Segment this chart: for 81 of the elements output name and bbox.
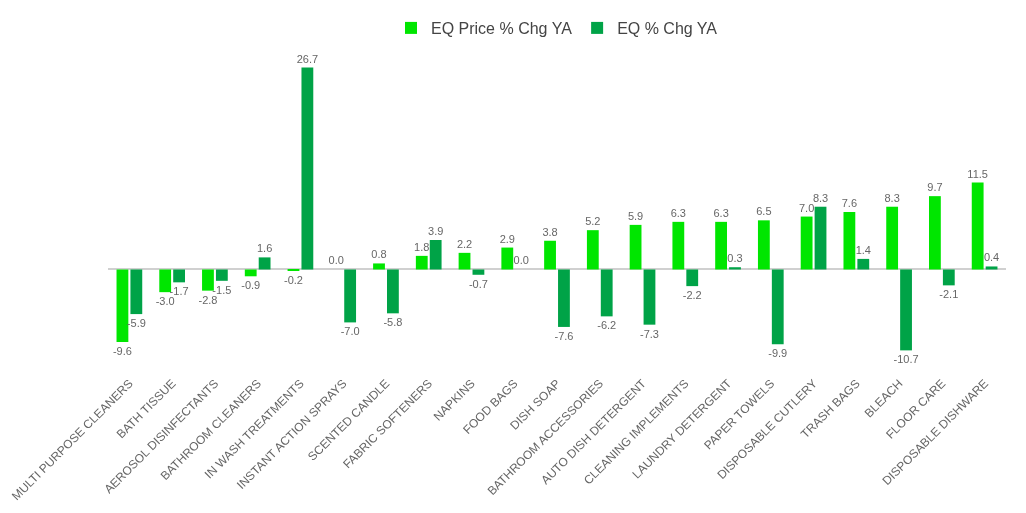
bar [843, 212, 856, 270]
data-label: -9.6 [112, 345, 132, 358]
bar [886, 206, 899, 270]
data-label: 1.6 [256, 242, 273, 255]
bar [900, 269, 912, 351]
data-label: -0.2 [284, 274, 303, 286]
data-label: -2.1 [939, 288, 959, 301]
bar [771, 269, 784, 345]
data-label: 2.9 [499, 232, 515, 245]
bar [130, 269, 143, 315]
data-label: 11.5 [967, 167, 988, 180]
bar [715, 221, 728, 270]
bar [244, 269, 257, 277]
data-label: -1.7 [169, 285, 189, 298]
bar [458, 252, 471, 270]
bar [501, 247, 514, 270]
bar [686, 269, 699, 287]
data-label: -0.7 [468, 277, 488, 290]
data-label: 3.8 [542, 225, 558, 238]
data-label: -5.8 [383, 316, 403, 329]
data-label: 0.3 [727, 252, 743, 265]
data-label: -0.9 [241, 279, 261, 292]
bar [757, 220, 770, 270]
data-label: -2.8 [198, 293, 218, 306]
data-label: 8.3 [884, 191, 900, 204]
data-label: 26.7 [296, 52, 319, 65]
data-label: -2.2 [682, 289, 702, 302]
data-label: -10.7 [893, 353, 919, 366]
data-label: -1.5 [212, 283, 232, 296]
data-label: 1.8 [414, 240, 430, 253]
bar [942, 269, 955, 286]
bar [215, 269, 228, 281]
data-label: 6.3 [713, 206, 729, 219]
data-label: 7.6 [841, 197, 858, 210]
bar [373, 263, 385, 270]
data-label: 5.2 [585, 215, 601, 228]
data-label: 0.0 [513, 254, 529, 267]
bar [386, 269, 399, 314]
data-label: -7.6 [554, 329, 574, 342]
data-label: 6.3 [670, 206, 686, 219]
bar [159, 269, 172, 293]
data-label: -7.3 [639, 327, 659, 340]
bar [258, 257, 271, 270]
data-label: 5.9 [627, 209, 644, 222]
data-label: 0.0 [328, 254, 344, 267]
bar [929, 196, 941, 270]
data-label: 3.9 [428, 225, 444, 237]
data-label: 9.7 [927, 181, 943, 194]
data-label: 6.5 [756, 205, 772, 218]
bar [429, 240, 442, 270]
bar [971, 182, 984, 270]
bar [344, 269, 357, 323]
data-label: -9.9 [768, 347, 788, 360]
bar [586, 230, 599, 270]
legend-label: EQ Price % Chg YA [431, 20, 573, 38]
bar [800, 216, 813, 270]
bar [202, 269, 214, 291]
bar [985, 266, 998, 270]
data-label: 7.0 [798, 201, 815, 214]
bar [629, 224, 642, 270]
bar [472, 269, 485, 275]
bar [643, 269, 656, 325]
bar [857, 258, 870, 270]
data-label: -6.2 [597, 319, 617, 332]
bar [558, 269, 570, 327]
bar [415, 255, 428, 270]
legend-label: EQ % Chg YA [617, 20, 718, 38]
data-label: 8.3 [812, 191, 829, 204]
data-label: 0.8 [371, 248, 387, 261]
data-label: -3.0 [155, 295, 175, 308]
data-label: 0.4 [983, 251, 1000, 264]
bar [814, 206, 827, 270]
bar [301, 67, 314, 270]
bar [544, 240, 556, 270]
bar [672, 221, 685, 270]
bar [173, 269, 185, 283]
data-label: 2.2 [456, 237, 473, 250]
data-label: -7.0 [340, 325, 360, 338]
bar [116, 269, 129, 343]
bar [600, 269, 613, 317]
data-label: 1.4 [855, 243, 871, 256]
